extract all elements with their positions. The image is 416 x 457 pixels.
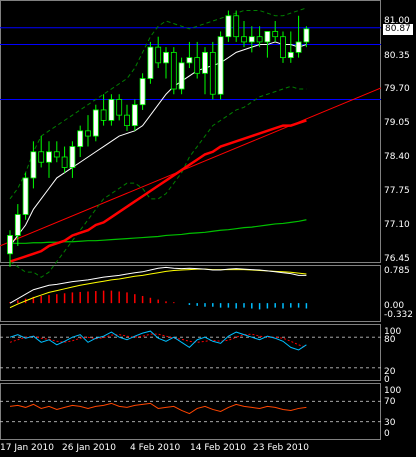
candle-body-25 — [202, 51, 208, 74]
candle-body-27 — [217, 36, 224, 95]
price-tick-79-05: 79.05 — [384, 118, 410, 128]
candle-body-22 — [178, 62, 185, 90]
candle-body-8 — [69, 146, 76, 168]
price-tick-78-40: 78.40 — [384, 152, 410, 162]
candle-body-28 — [225, 15, 232, 38]
candle-body-20 — [163, 51, 169, 64]
date-label-14-feb: 14 Feb 2010 — [190, 443, 247, 453]
candle-body-31 — [248, 36, 255, 43]
rsi-tick-30: 30 — [384, 418, 396, 428]
candle-body-15 — [124, 114, 130, 127]
candle-body-5 — [46, 151, 52, 163]
candle-body-33 — [264, 31, 271, 43]
date-label-23-feb: 23 Feb 2010 — [253, 443, 310, 453]
macd-tick-zero: 0.00 — [384, 301, 405, 311]
candle-body-14 — [116, 99, 123, 116]
candle-body-35 — [280, 36, 286, 59]
candle-body-36 — [287, 51, 294, 59]
price-tick-77-10: 77.10 — [384, 220, 410, 230]
candle-body-16 — [131, 104, 138, 127]
candle-body-3 — [30, 151, 37, 179]
date-label-26-jan: 26 Jan 2010 — [62, 443, 116, 453]
stoch-tick-80: 80 — [384, 335, 396, 345]
price-tick-80-35: 80.35 — [384, 51, 410, 61]
candle-body-24 — [194, 57, 201, 74]
rsi-tick-100: 100 — [384, 386, 402, 396]
current-price-tag: 80.87 — [383, 24, 413, 35]
price-tick-77-75: 77.75 — [384, 186, 410, 196]
candle-body-11 — [92, 109, 99, 137]
candle-body-0 — [7, 235, 13, 255]
stochastic-signal-line — [9, 333, 307, 348]
candle-body-4 — [38, 151, 45, 163]
candle-body-13 — [108, 99, 115, 121]
macd-tick-max: 0.785 — [384, 266, 410, 276]
candle-body-23 — [186, 57, 193, 64]
panel-frame-3 — [0, 383, 381, 440]
candle-body-2 — [22, 177, 29, 215]
stoch-tick-20: 20 — [384, 367, 396, 377]
white-moving-average-line — [9, 41, 307, 247]
price-tick-81-00: 81.00 — [384, 16, 410, 26]
candle-body-7 — [61, 156, 68, 168]
candle-body-12 — [100, 109, 107, 121]
macd-main-line — [9, 266, 307, 304]
stochastic-main-line — [9, 330, 307, 351]
red-trend-line — [0, 87, 382, 247]
date-label-4-feb: 4 Feb 2010 — [130, 443, 181, 453]
candle-body-38 — [303, 28, 310, 43]
candle-body-10 — [85, 130, 91, 137]
candle-body-21 — [170, 51, 177, 90]
panel-frame-0 — [0, 0, 381, 263]
date-label-17-jan: 17 Jan 2010 — [0, 443, 54, 453]
panel-frame-2 — [0, 324, 381, 381]
red-moving-average-line — [9, 119, 307, 263]
candle-body-30 — [241, 36, 247, 43]
candle-body-18 — [147, 46, 154, 79]
panel-frame-1 — [0, 265, 381, 322]
price-tick-79-70: 79.70 — [384, 84, 410, 94]
candle-body-34 — [272, 31, 279, 38]
candle-body-32 — [256, 36, 263, 43]
stoch-tick-100: 100 — [384, 327, 402, 337]
macd-tick-min: -0.332 — [384, 310, 414, 320]
candle-body-37 — [295, 41, 302, 53]
rsi-tick-70: 70 — [384, 397, 396, 407]
candle-body-17 — [139, 78, 146, 106]
price-tick-76-45: 76.45 — [384, 254, 410, 264]
candle-body-6 — [53, 151, 60, 158]
candle-body-29 — [233, 15, 240, 38]
rsi-tick-0: 0 — [384, 429, 390, 439]
stoch-tick-0: 0 — [384, 375, 390, 385]
candle-body-19 — [155, 46, 162, 64]
candle-body-26 — [209, 51, 216, 95]
rsi-line — [9, 402, 307, 415]
candle-body-9 — [77, 130, 84, 147]
candle-body-1 — [14, 214, 21, 236]
upper-band-line — [9, 7, 307, 200]
